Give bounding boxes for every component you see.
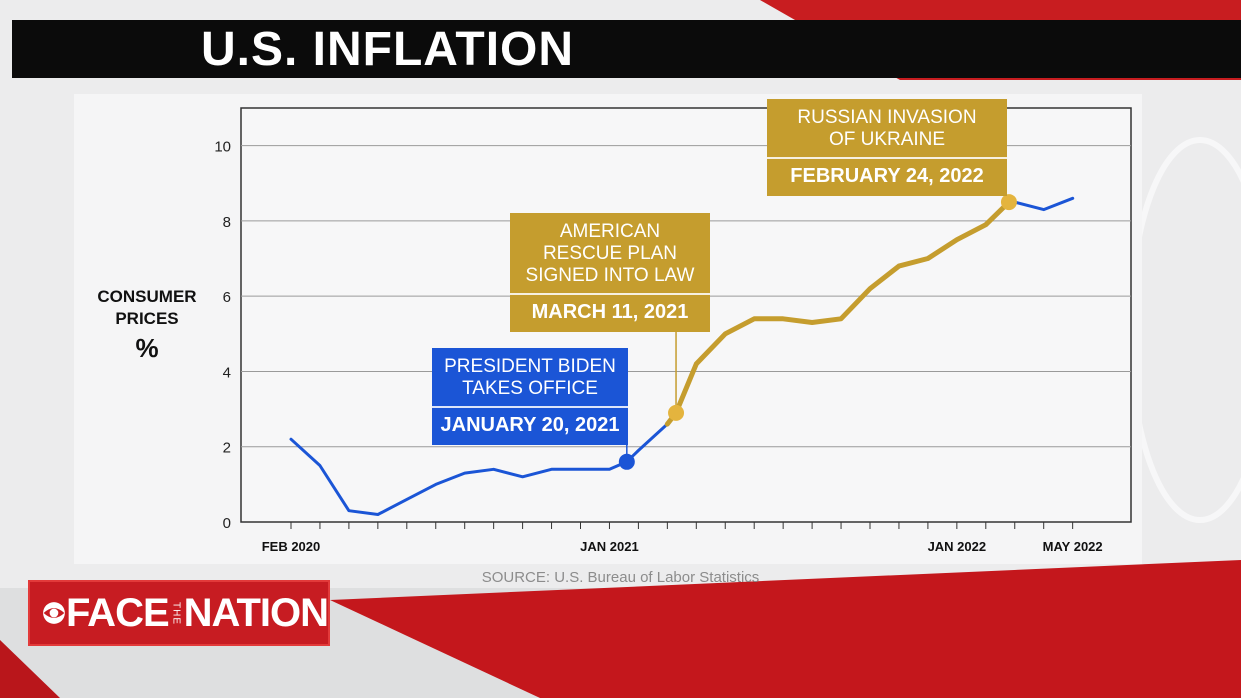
- source-note: SOURCE: U.S. Bureau of Labor Statistics: [481, 569, 760, 586]
- logo-face: FACE: [65, 590, 170, 635]
- x-tick-label: FEB 2020: [262, 539, 321, 554]
- annotation-biden-line1: PRESIDENT BIDEN: [444, 356, 616, 377]
- event-marker: [668, 404, 685, 421]
- annotation-rescue-plan: AMERICAN RESCUE PLAN SIGNED INTO LAW MAR…: [510, 213, 710, 332]
- y-tick-label: 2: [223, 440, 231, 457]
- annotation-rescue-line2: RESCUE PLAN: [542, 243, 678, 264]
- annotation-biden-line2: TAKES OFFICE: [462, 378, 598, 399]
- annotation-ukraine: RUSSIAN INVASION OF UKRAINE FEBRUARY 24,…: [767, 99, 1007, 196]
- y-axis-label: CONSUMER PRICES %: [84, 286, 210, 366]
- logo-the: THE: [170, 601, 182, 625]
- x-tick-label: JAN 2022: [928, 539, 987, 554]
- page-title: U.S. INFLATION: [200, 22, 575, 76]
- annotation-ukraine-line2: OF UKRAINE: [828, 129, 946, 150]
- y-tick-label: 10: [214, 139, 231, 156]
- y-tick-label: 6: [223, 289, 231, 306]
- annotation-ukraine-date: FEBRUARY 24, 2022: [767, 157, 1007, 196]
- cbs-eye-icon: [43, 602, 65, 624]
- y-tick-label: 4: [223, 364, 231, 381]
- logo-nation: NATION: [183, 590, 329, 635]
- event-marker: [1000, 194, 1017, 211]
- face-the-nation-logo: FACE THE NATION: [28, 580, 330, 646]
- annotation-rescue-date: MARCH 11, 2021: [510, 293, 710, 332]
- series-line: [664, 199, 1012, 427]
- y-tick-label: 0: [223, 515, 231, 532]
- x-tick-label: MAY 2022: [1043, 539, 1103, 554]
- y-axis-label-line2: PRICES: [115, 309, 179, 328]
- annotation-rescue-line1: AMERICAN: [559, 221, 661, 242]
- y-tick-label: 8: [223, 214, 231, 231]
- annotation-biden: PRESIDENT BIDEN TAKES OFFICE JANUARY 20,…: [432, 348, 628, 445]
- x-tick-label: JAN 2021: [580, 539, 639, 554]
- y-axis-unit: %: [135, 333, 159, 363]
- y-axis-label-line1: CONSUMER: [97, 287, 197, 306]
- annotation-rescue-line3: SIGNED INTO LAW: [525, 265, 695, 286]
- title-bar: U.S. INFLATION: [12, 20, 1241, 78]
- annotation-ukraine-line1: RUSSIAN INVASION: [797, 107, 977, 128]
- event-marker: [618, 453, 635, 470]
- annotation-biden-date: JANUARY 20, 2021: [432, 406, 628, 445]
